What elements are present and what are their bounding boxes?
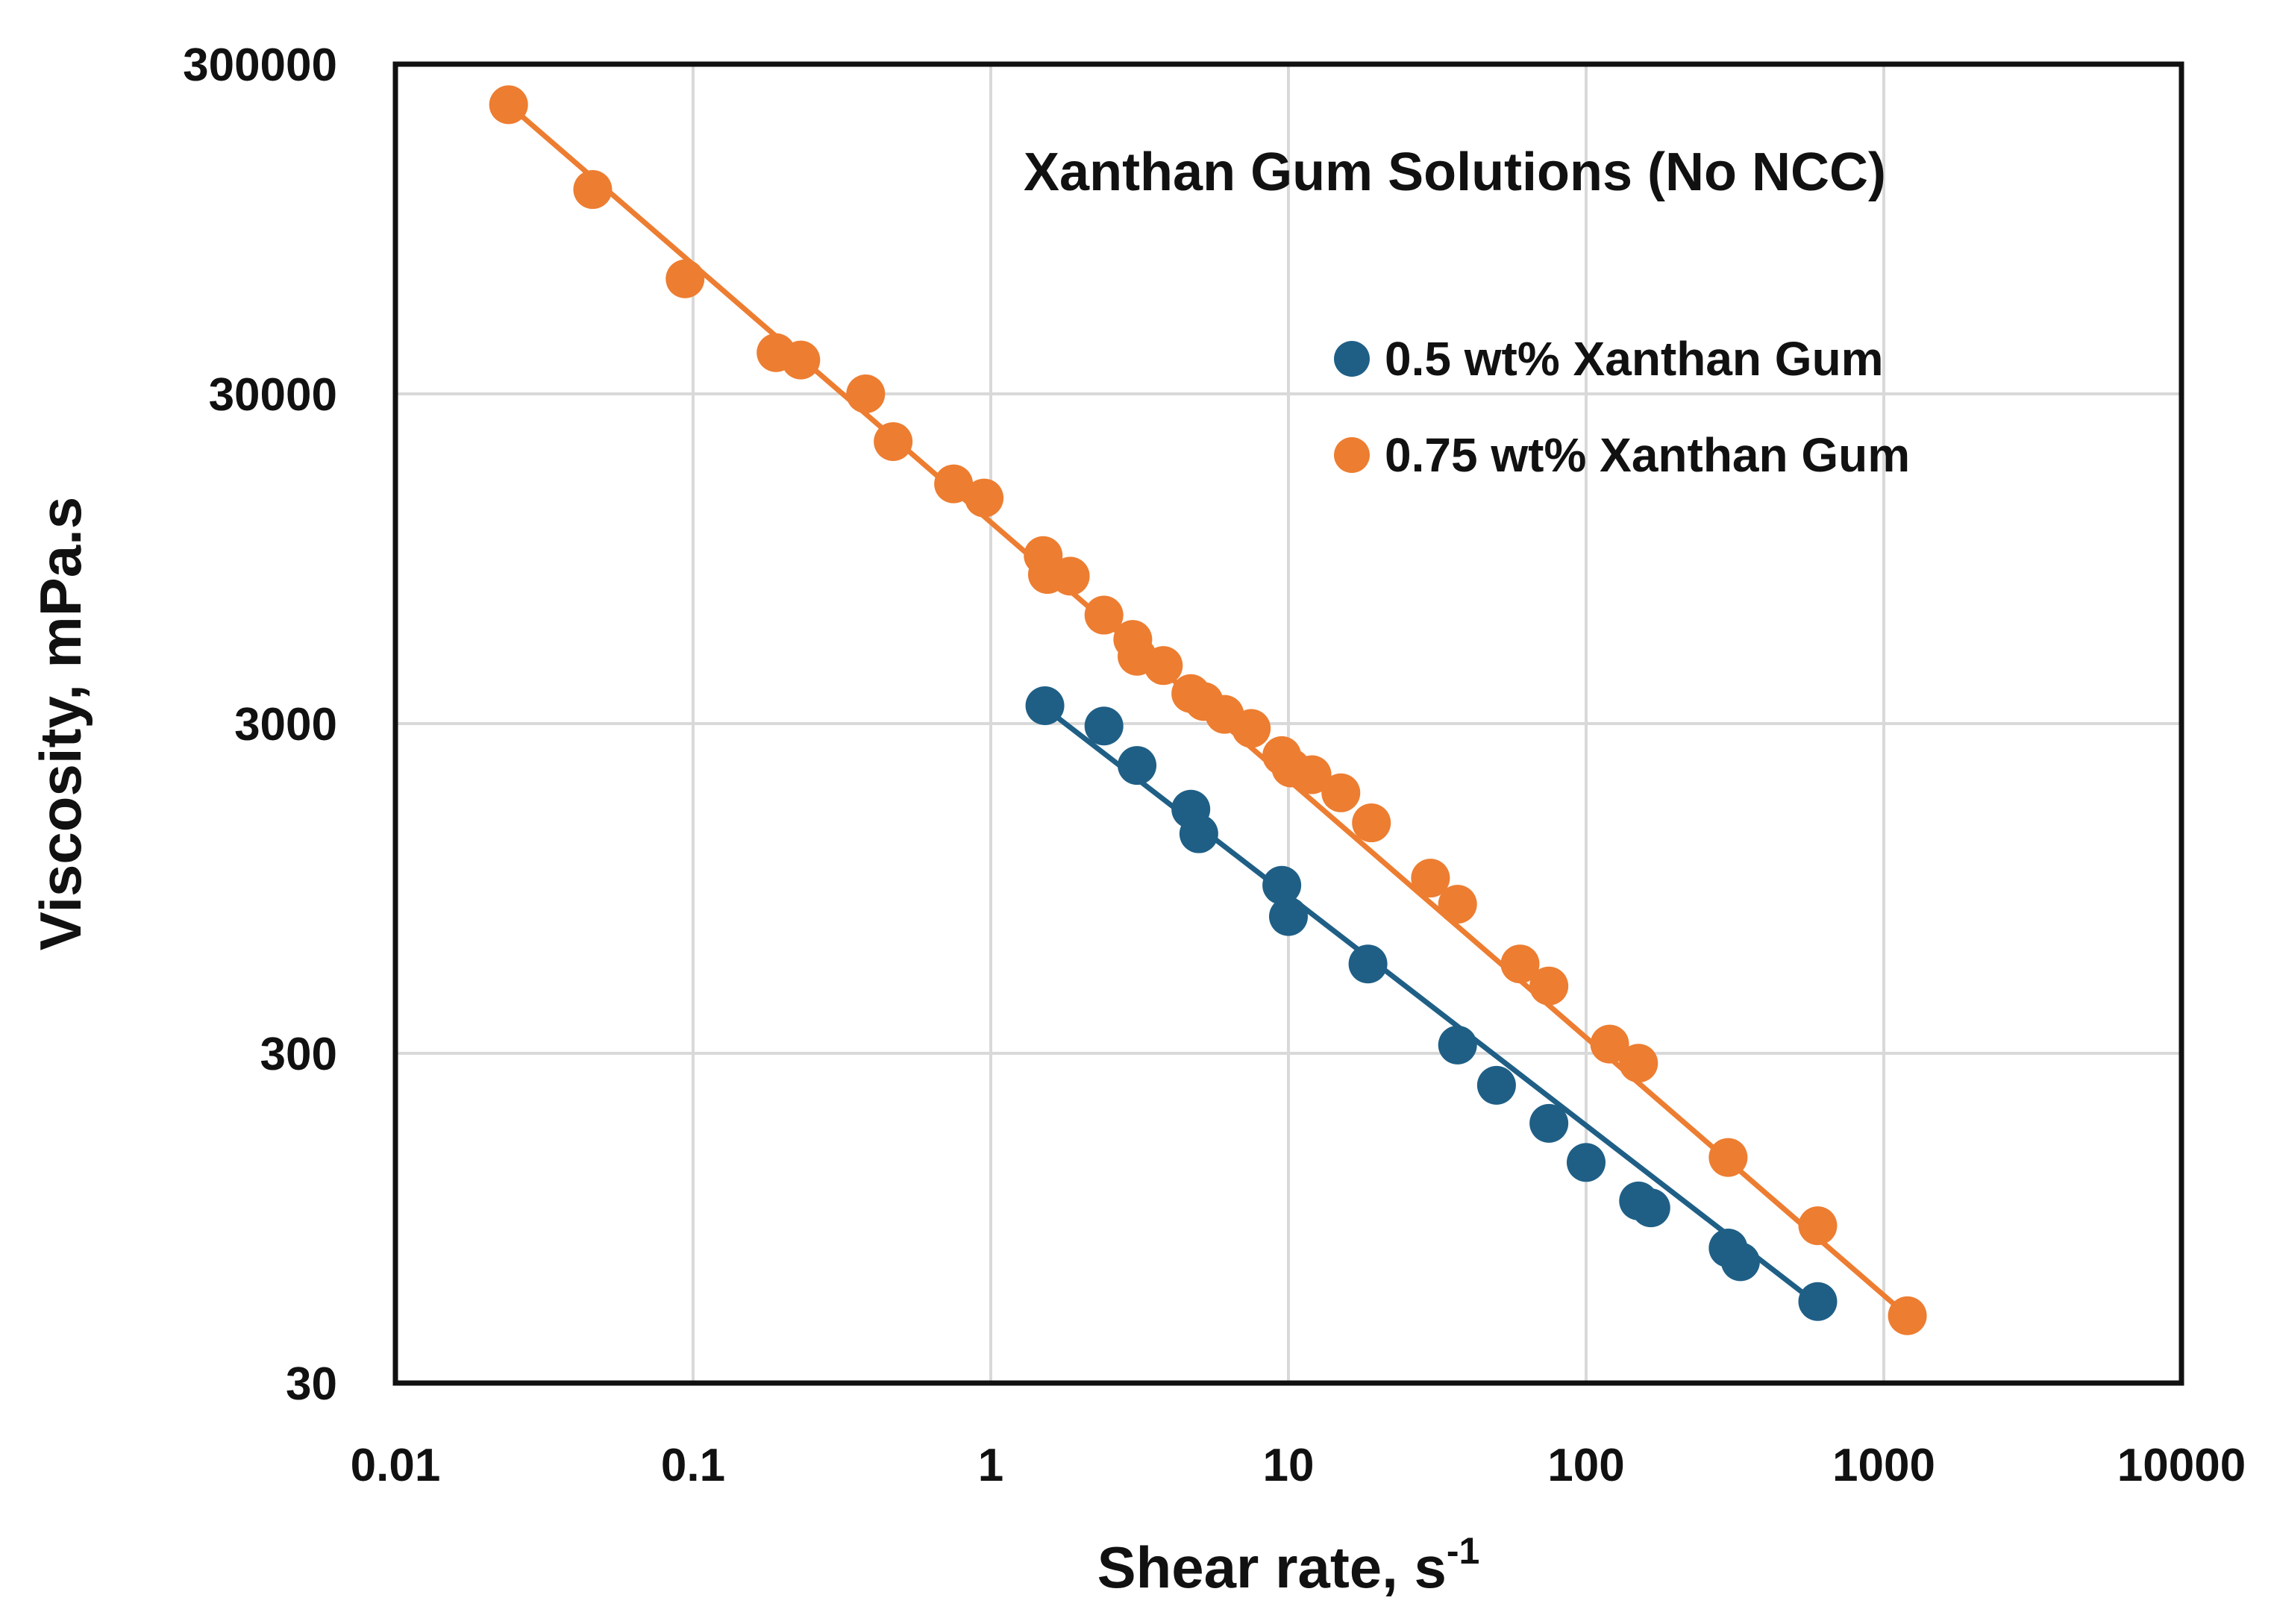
data-point	[1708, 1138, 1748, 1177]
legend-marker-0-5-wt	[1334, 341, 1370, 377]
x-tick-label: 10000	[2117, 1440, 2246, 1491]
data-point	[934, 464, 974, 504]
data-point	[1798, 1282, 1838, 1321]
data-point	[1352, 803, 1391, 843]
legend-marker-0-75-wt	[1334, 437, 1370, 473]
x-axis-title-exponent: -1	[1447, 1530, 1479, 1572]
data-point	[1050, 557, 1090, 596]
y-tick-label: 300	[260, 1029, 337, 1080]
data-point	[1292, 755, 1332, 794]
data-point	[573, 170, 613, 210]
data-point	[1118, 746, 1157, 786]
x-tick-label: 1	[978, 1440, 1003, 1491]
x-axis-title: Shear rate, s-1	[1097, 1530, 1480, 1600]
series-0-75-wt-xanthan-gum	[489, 85, 1927, 1335]
data-point	[1348, 944, 1388, 984]
y-tick-label: 30	[286, 1358, 337, 1410]
y-tick-label: 3000	[234, 699, 337, 750]
plot-frame	[392, 61, 2184, 1386]
x-tick-label: 0.01	[351, 1440, 441, 1491]
data-point	[1631, 1188, 1670, 1228]
data-point	[781, 340, 821, 380]
data-point	[965, 478, 1004, 518]
legend-label-0-5-wt: 0.5 wt% Xanthan Gum	[1385, 332, 1884, 386]
data-point	[1084, 706, 1124, 746]
data-point	[1269, 897, 1308, 936]
x-tick-label: 100	[1547, 1440, 1624, 1491]
series-0-5-wt-xanthan-gum	[1025, 686, 1838, 1321]
data-point	[1438, 1025, 1477, 1065]
y-tick-label: 30000	[209, 369, 337, 421]
x-tick-label: 0.1	[661, 1440, 725, 1491]
data-point	[489, 85, 528, 125]
fit-line-0-5-wt-xanthan-gum	[1042, 705, 1820, 1307]
data-point	[1590, 1024, 1629, 1064]
data-point	[1500, 944, 1540, 984]
data-point	[846, 374, 886, 413]
gridlines	[395, 64, 2181, 1383]
legend-label-0-75-wt: 0.75 wt% Xanthan Gum	[1385, 428, 1910, 482]
data-point	[1321, 773, 1361, 812]
y-tick-labels: 30 300 3000 30000 300000	[183, 40, 337, 1410]
data-point	[1179, 814, 1218, 853]
y-axis-title: Viscosity, mPa.s	[28, 497, 93, 950]
data-points	[489, 85, 1927, 1335]
data-point	[1476, 1065, 1516, 1105]
y-tick-label: 300000	[183, 40, 337, 91]
x-axis-title-text: Shear rate, s	[1097, 1534, 1447, 1600]
data-point	[1084, 595, 1124, 635]
data-point	[1529, 1103, 1569, 1143]
data-point	[665, 259, 705, 298]
x-tick-labels: 0.01 0.1 1 10 100 1000 10000	[351, 1440, 2246, 1491]
x-tick-label: 1000	[1832, 1440, 1935, 1491]
data-point	[1567, 1143, 1606, 1182]
x-tick-label: 10	[1263, 1440, 1315, 1491]
data-point	[1411, 859, 1450, 898]
data-point	[1438, 885, 1477, 924]
data-point	[874, 421, 913, 461]
data-point	[1529, 966, 1569, 1006]
data-point	[1025, 686, 1065, 725]
data-point	[1888, 1296, 1927, 1335]
data-point	[1262, 865, 1302, 905]
chart-title: Xanthan Gum Solutions (No NCC)	[1024, 142, 1886, 202]
data-point	[1144, 646, 1183, 686]
data-point	[1232, 709, 1271, 748]
data-point	[1619, 1044, 1658, 1083]
legend: 0.5 wt% Xanthan Gum 0.75 wt% Xanthan Gum	[1334, 332, 1910, 482]
data-point	[1798, 1206, 1838, 1246]
data-point	[1720, 1242, 1760, 1282]
